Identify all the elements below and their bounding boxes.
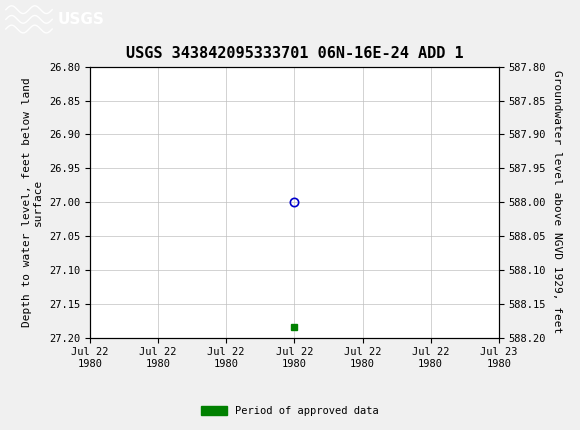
Title: USGS 343842095333701 06N-16E-24 ADD 1: USGS 343842095333701 06N-16E-24 ADD 1 — [125, 46, 463, 61]
Text: USGS: USGS — [58, 12, 105, 27]
Y-axis label: Depth to water level, feet below land
surface: Depth to water level, feet below land su… — [22, 77, 44, 327]
Legend: Period of approved data: Period of approved data — [197, 402, 383, 421]
Y-axis label: Groundwater level above NGVD 1929, feet: Groundwater level above NGVD 1929, feet — [552, 71, 561, 334]
